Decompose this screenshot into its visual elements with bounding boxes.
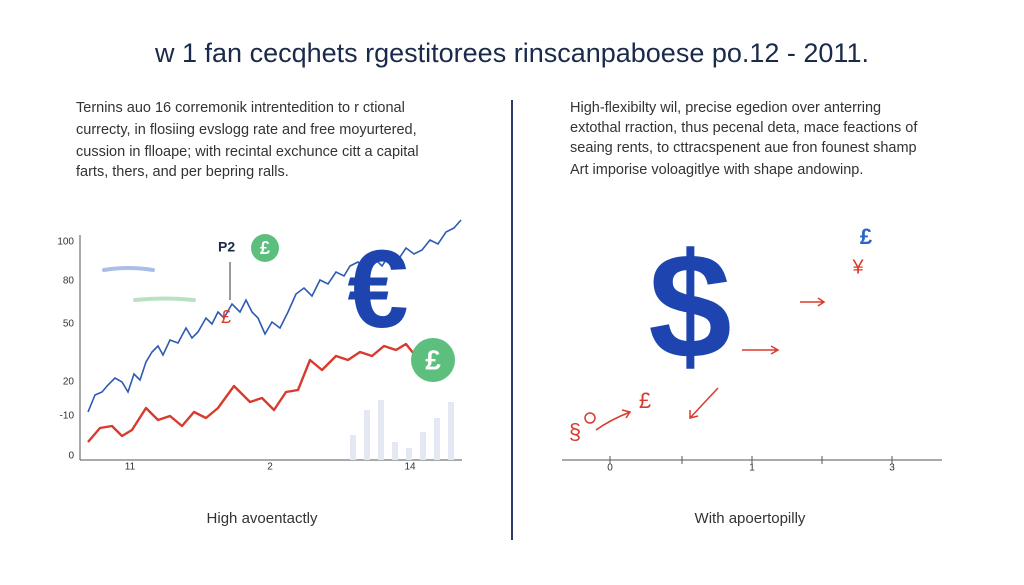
paragraph-line: farts, thers, and per bepring ralls. bbox=[76, 164, 289, 180]
y-tick-label: 0 bbox=[68, 451, 74, 462]
legend-swatch bbox=[102, 266, 155, 272]
x-tick-label: 2 bbox=[267, 462, 273, 473]
currency-symbol: € bbox=[347, 228, 408, 351]
x-tick-label: 14 bbox=[404, 462, 416, 473]
currency-symbol: $ bbox=[648, 222, 731, 390]
arrows bbox=[584, 297, 826, 431]
coin bbox=[411, 338, 455, 382]
currency-symbol: § bbox=[569, 419, 581, 444]
y-tick-label: 100 bbox=[57, 237, 74, 248]
y-tick-label: 50 bbox=[63, 319, 75, 330]
currency-symbol: £ bbox=[221, 307, 231, 327]
right-chart: 0 1 3 $ £ ¥ £ § bbox=[562, 222, 942, 474]
y-tick-label: 80 bbox=[63, 276, 75, 287]
faint-bars bbox=[350, 400, 454, 460]
y-tick-label: -10 bbox=[60, 411, 75, 422]
left-chart: 100 80 50 20 -10 0 11 2 14 P2 £ € £ £ bbox=[57, 219, 462, 473]
currency-symbol: ¥ bbox=[851, 256, 864, 278]
caption: With apoertopilly bbox=[695, 510, 806, 527]
legend-swatch bbox=[133, 296, 196, 302]
caption: High avoentactly bbox=[207, 510, 318, 527]
paragraph-line: extothal rraction, thus pecenal deta, ma… bbox=[570, 120, 918, 136]
currency-symbol: £ bbox=[260, 238, 270, 258]
red-line bbox=[87, 342, 421, 443]
x-tick-label: 1 bbox=[749, 463, 755, 474]
paragraph-line: cussion in flloape; with recintal exchun… bbox=[76, 144, 419, 160]
paragraph-line: High-flexibilty wil, precise egedion ove… bbox=[570, 100, 881, 116]
paragraph-line: Ternins auo 16 corremonik intrentedition… bbox=[76, 100, 405, 116]
y-tick-label: 20 bbox=[63, 377, 75, 388]
currency-symbol: £ bbox=[425, 344, 441, 375]
paragraph-line: seaing rents, to cttracspenent aue fron … bbox=[570, 140, 917, 156]
x-tick-label: 11 bbox=[125, 462, 136, 473]
tick-marks bbox=[609, 456, 893, 464]
currency-symbol: £ bbox=[860, 224, 873, 249]
coin bbox=[251, 234, 279, 262]
paragraph-line: currecty, in flosiing evslogg rate and f… bbox=[76, 122, 417, 138]
blue-line bbox=[87, 219, 462, 413]
x-tick-label: 0 bbox=[607, 463, 613, 474]
title: w 1 fan cecqhets rgestitorees rinscanpab… bbox=[154, 38, 869, 68]
currency-symbol: £ bbox=[639, 388, 651, 413]
x-tick-label: 3 bbox=[889, 463, 895, 474]
paragraph-line: Art imporise voloagitlye with shape ando… bbox=[570, 162, 863, 178]
annotation: P2 bbox=[218, 239, 235, 255]
